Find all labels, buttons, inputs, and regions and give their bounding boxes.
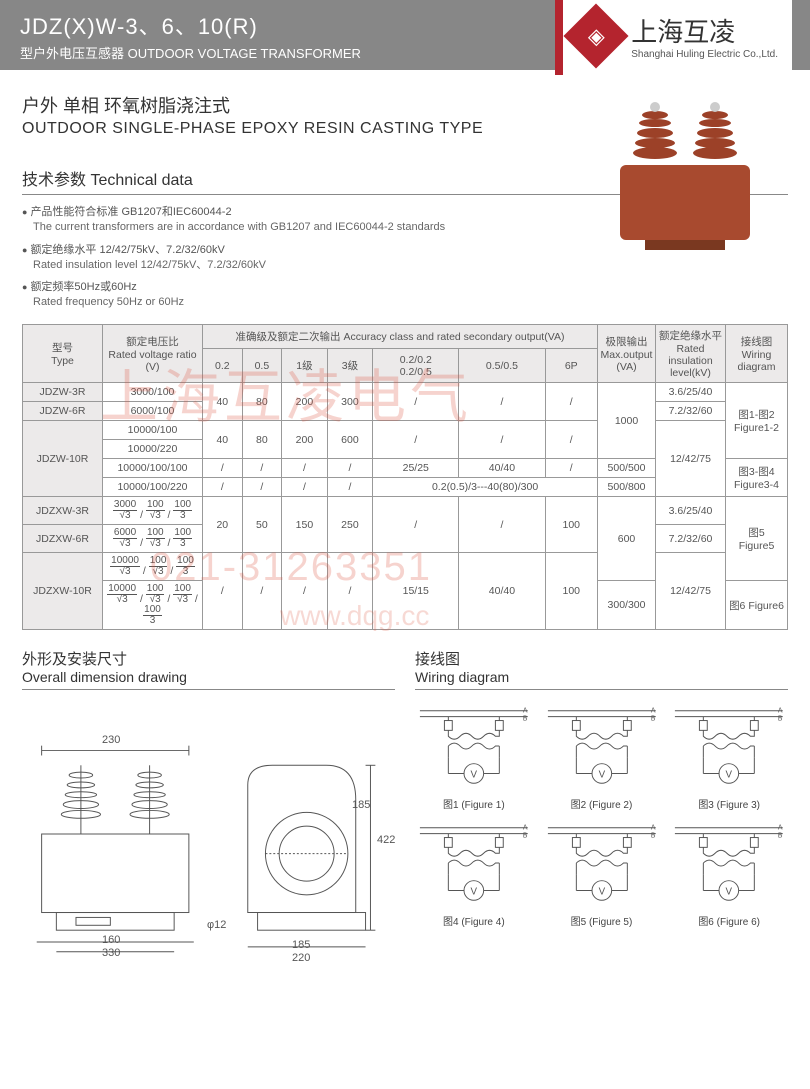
brand-en: Shanghai Huling Electric Co.,Ltd. [631, 49, 778, 60]
dim-220: 220 [292, 952, 310, 964]
svg-text:A: A [778, 708, 783, 715]
svg-text:B: B [651, 833, 656, 840]
th-col: 0.2 [203, 349, 243, 383]
header-bar: JDZ(X)W-3、6、10(R) 型户外电压互感器 OUTDOOR VOLTA… [0, 0, 810, 70]
wiring-figure: V AB 图4 (Figure 4) [415, 819, 533, 928]
th-col: 6P [545, 349, 598, 383]
svg-text:V: V [726, 886, 733, 897]
model-number: JDZ(X)W-3、6、10(R) [20, 9, 361, 41]
dim-heading-cn: 外形及安装尺寸 [22, 648, 395, 669]
bullet-cn: 额定频率50Hz或60Hz [22, 281, 137, 293]
wiring-figure: V AB 图6 (Figure 6) [670, 819, 788, 928]
th-accuracy: 准确级及额定二次输出 Accuracy class and rated seco… [203, 325, 598, 349]
svg-text:V: V [598, 886, 605, 897]
bullet-en: Rated insulation level 12/42/75kV、7.2/32… [33, 258, 788, 273]
th-col: 0.5 [242, 349, 282, 383]
dim-422: 422 [377, 834, 395, 846]
model-subtitle: 型户外电压互感器 OUTDOOR VOLTAGE TRANSFORMER [20, 43, 361, 62]
dimension-drawing: 230 422 185 160 330 185 220 φ12 [22, 704, 395, 964]
th-max: 极限输出 Max.output (VA) [598, 325, 656, 383]
spec-table: 型号 Type 额定电压比 Rated voltage ratio (V) 准确… [22, 324, 788, 630]
brand-block: ◈ 上海互凌 Shanghai Huling Electric Co.,Ltd. [555, 0, 792, 75]
bullet-en: Rated frequency 50Hz or 60Hz [33, 295, 788, 310]
dim-phi12: φ12 [207, 919, 226, 931]
figure-label: 图3 (Figure 3) [670, 796, 788, 811]
svg-text:B: B [778, 833, 783, 840]
dim-185: 185 [352, 799, 370, 811]
dim-heading-en: Overall dimension drawing [22, 669, 395, 690]
th-ratio: 额定电压比 Rated voltage ratio (V) [103, 325, 203, 383]
figure-label: 图6 (Figure 6) [670, 913, 788, 928]
wiring-figure: V AB 图1 (Figure 1) [415, 702, 533, 811]
th-wiring: 接线图 Wiring diagram [726, 325, 788, 383]
header-left: JDZ(X)W-3、6、10(R) 型户外电压互感器 OUTDOOR VOLTA… [20, 9, 361, 62]
bullet-cn: 产品性能符合标准 GB1207和IEC60044-2 [22, 206, 232, 218]
dim-230: 230 [102, 734, 120, 746]
svg-text:A: A [651, 825, 656, 832]
svg-text:B: B [523, 716, 528, 723]
th-col: 0.5/0.5 [459, 349, 545, 383]
svg-text:A: A [651, 708, 656, 715]
wir-heading-cn: 接线图 [415, 648, 788, 669]
wiring-section: 接线图 Wiring diagram V AB图1 (Figure 1) V A… [415, 648, 788, 964]
svg-text:V: V [471, 769, 478, 780]
svg-text:V: V [471, 886, 478, 897]
th-insul: 额定绝缘水平 Rated insulation level(kV) [656, 325, 726, 383]
logo-icon: ◈ [564, 3, 629, 68]
svg-text:V: V [598, 769, 605, 780]
svg-text:B: B [523, 833, 528, 840]
svg-text:A: A [523, 825, 528, 832]
product-photo [590, 95, 780, 255]
dim-330: 330 [102, 947, 120, 959]
svg-text:A: A [778, 825, 783, 832]
svg-text:A: A [523, 708, 528, 715]
figure-label: 图4 (Figure 4) [415, 913, 533, 928]
wiring-figure: V AB 图2 (Figure 2) [543, 702, 661, 811]
dim-160: 160 [102, 934, 120, 946]
svg-text:B: B [651, 716, 656, 723]
th-col: 0.2/0.2 0.2/0.5 [373, 349, 459, 383]
wir-heading-en: Wiring diagram [415, 669, 788, 690]
dim-185b: 185 [292, 939, 310, 951]
wiring-figure: V AB 图3 (Figure 3) [670, 702, 788, 811]
brand-cn: 上海互凌 [631, 12, 778, 49]
wiring-figure: V AB 图5 (Figure 5) [543, 819, 661, 928]
th-col: 3级 [327, 349, 373, 383]
dimension-section: 外形及安装尺寸 Overall dimension drawing [22, 648, 395, 964]
th-col: 1级 [282, 349, 328, 383]
figure-label: 图1 (Figure 1) [415, 796, 533, 811]
figure-label: 图5 (Figure 5) [543, 913, 661, 928]
svg-text:B: B [778, 716, 783, 723]
bullet-cn: 额定绝缘水平 12/42/75kV、7.2/32/60kV [22, 244, 225, 256]
svg-text:V: V [726, 769, 733, 780]
th-type: 型号 Type [23, 325, 103, 383]
figure-label: 图2 (Figure 2) [543, 796, 661, 811]
